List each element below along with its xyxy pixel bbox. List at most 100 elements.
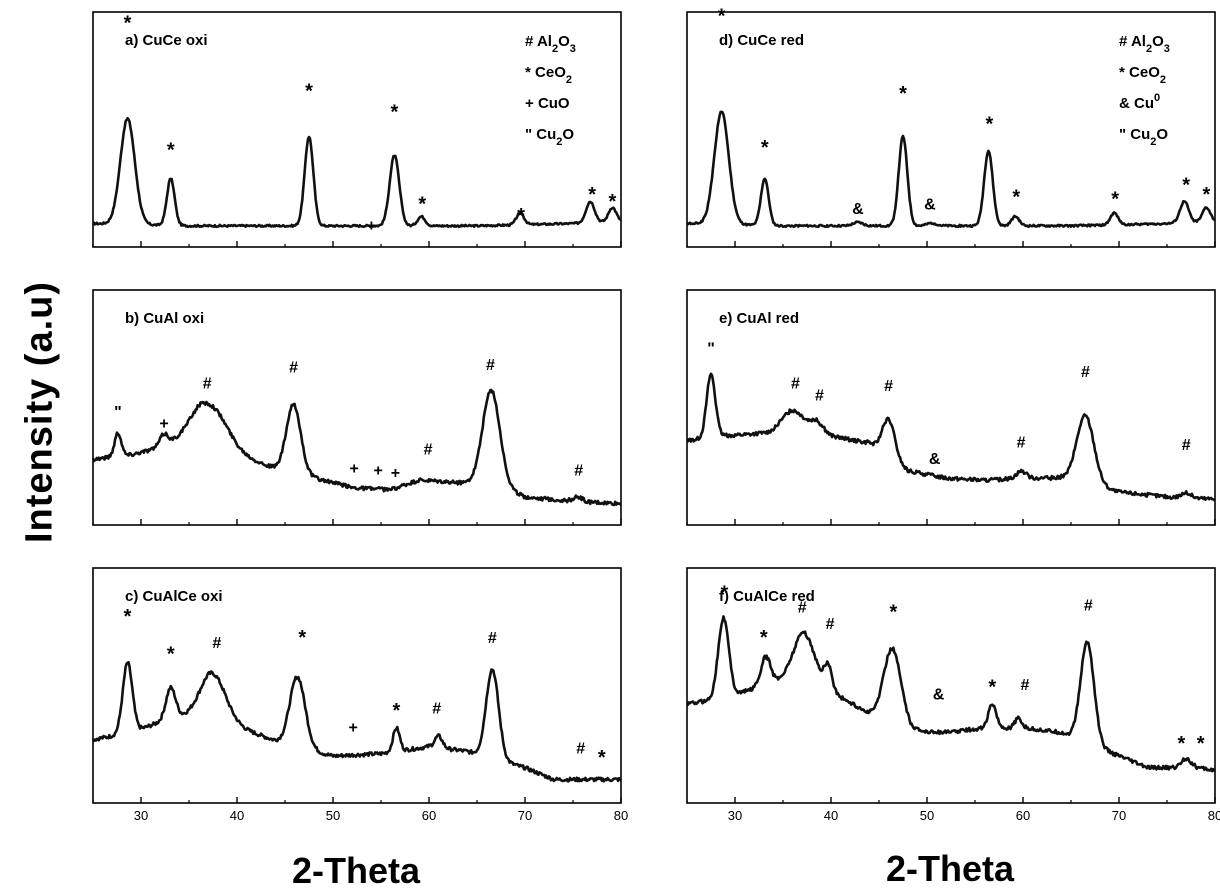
peak-marker: * — [1111, 189, 1119, 211]
diffraction-line — [686, 110, 1216, 229]
x-tick-label: 40 — [230, 808, 244, 823]
peak-marker: # — [574, 463, 583, 480]
peak-marker: * — [761, 137, 769, 159]
plot-frame — [92, 289, 622, 526]
legend-entry: * CeO2 — [1119, 64, 1166, 86]
peak-marker: # — [576, 741, 585, 758]
plot-frame — [92, 11, 622, 248]
peak-marker: * — [608, 191, 616, 213]
peak-marker: " — [114, 404, 122, 421]
x-tick-label: 30 — [134, 808, 148, 823]
peak-marker: + — [349, 460, 358, 477]
peak-marker: * — [124, 606, 132, 628]
x-tick-label: 80 — [614, 808, 628, 823]
panel-1: a) CuCe oxi*****+ ** *# Al2O3* CeO2+ CuO" … — [92, 11, 622, 248]
peak-marker: # — [289, 359, 298, 376]
peak-marker: * — [899, 83, 907, 105]
peak-marker: & — [929, 451, 941, 468]
diffraction-line — [686, 372, 1217, 502]
peak-marker: & — [924, 196, 936, 213]
peak-marker: # — [884, 378, 893, 395]
legend-entry: & Cu0 — [1119, 92, 1160, 112]
legend-entry: + CuO — [525, 95, 570, 112]
peak-marker: + — [391, 465, 400, 482]
peak-marker: # — [1020, 677, 1029, 694]
peak-marker: # — [1084, 597, 1093, 614]
peak-marker: * — [986, 113, 994, 135]
peak-marker: * — [124, 12, 132, 34]
peak-marker: * — [1012, 186, 1020, 208]
peak-marker: + — [159, 416, 168, 433]
peak-marker: # — [432, 701, 441, 718]
peak-marker: # — [212, 635, 221, 652]
peak-marker: * — [391, 102, 399, 124]
x-tick-label: 50 — [326, 808, 340, 823]
peak-marker: * — [305, 81, 313, 103]
peak-marker: + — [373, 463, 382, 480]
peak-marker: * — [1202, 184, 1210, 206]
peak-marker: * — [598, 747, 606, 769]
legend-entry: # Al2O3 — [1119, 33, 1170, 55]
legend-entry: * CeO2 — [525, 64, 572, 86]
peak-marker: # — [203, 376, 212, 393]
peak-marker: * — [721, 583, 729, 605]
peak-marker: * — [588, 184, 596, 206]
y-axis-label: Intensity (a.u) — [18, 280, 61, 544]
panel-title: f) CuAlCe red — [719, 588, 815, 605]
peak-marker: * — [1182, 175, 1190, 197]
x-tick-label: 50 — [920, 808, 934, 823]
plot-frame — [686, 11, 1216, 248]
panel-4: d) CuCe red * * & * & * * * * * # Al2O3 * CeO2 & Cu0 "… — [686, 5, 1216, 248]
panel-5: e) CuAl red" # # # & # # # — [686, 289, 1217, 526]
x-tick-label: 70 — [518, 808, 532, 823]
panel-title: a) CuCe oxi — [125, 32, 208, 49]
diffraction-line — [92, 117, 622, 229]
peak-marker: # — [791, 376, 800, 393]
panel-6: 30 40 50 60 70 80f) CuAlCe red**##*& * ##* * — [686, 567, 1220, 823]
legend-entry: # Al2O3 — [525, 33, 576, 55]
peak-marker: # — [1182, 437, 1191, 454]
peak-marker: & — [933, 687, 945, 704]
peak-marker: # — [488, 630, 497, 647]
x-axis-label-left: 2-Theta — [291, 850, 421, 891]
x-tick-label: 70 — [1112, 808, 1126, 823]
legend-entry: " Cu2O — [1119, 126, 1168, 148]
peak-marker: * — [718, 5, 726, 27]
x-tick-label: 80 — [1208, 808, 1220, 823]
peak-marker: # — [815, 387, 824, 404]
peak-marker: * — [1197, 733, 1205, 755]
peak-marker: * — [298, 627, 306, 649]
x-tick-label: 30 — [728, 808, 742, 823]
peak-marker: # — [424, 442, 433, 459]
peak-marker: * — [760, 627, 768, 649]
peak-marker: + — [348, 720, 357, 737]
panel-3: 30 40 50 60 70 80c) CuAlCe oxi**# *+* ### * — [91, 567, 628, 823]
peak-marker: * — [418, 193, 426, 215]
panel-title: b) CuAl oxi — [125, 310, 204, 327]
peak-marker: # — [1081, 364, 1090, 381]
panel-title: e) CuAl red — [719, 310, 799, 327]
peak-marker: * — [167, 139, 175, 161]
x-tick-label: 60 — [1016, 808, 1030, 823]
peak-marker: " — [707, 340, 715, 357]
peak-marker: # — [798, 600, 807, 617]
panel-2: b) CuAl oxi " + # # + + + # # # — [91, 289, 623, 526]
peak-marker: * — [1178, 733, 1186, 755]
plot-frame — [686, 289, 1216, 526]
peak-marker: * — [517, 205, 525, 227]
peak-marker: # — [826, 616, 835, 633]
peak-marker: * — [167, 644, 175, 666]
peak-marker: * — [392, 700, 400, 722]
panel-title: d) CuCe red — [719, 32, 804, 49]
peak-marker: + — [367, 218, 376, 235]
diffraction-line — [91, 388, 623, 507]
peak-marker: # — [486, 357, 495, 374]
x-tick-label: 40 — [824, 808, 838, 823]
plot-frame — [686, 567, 1216, 804]
peak-marker: # — [1017, 434, 1026, 451]
x-tick-label: 60 — [422, 808, 436, 823]
diffraction-line — [686, 615, 1216, 773]
diffraction-line — [91, 660, 622, 783]
legend-entry: " Cu2O — [525, 126, 574, 148]
